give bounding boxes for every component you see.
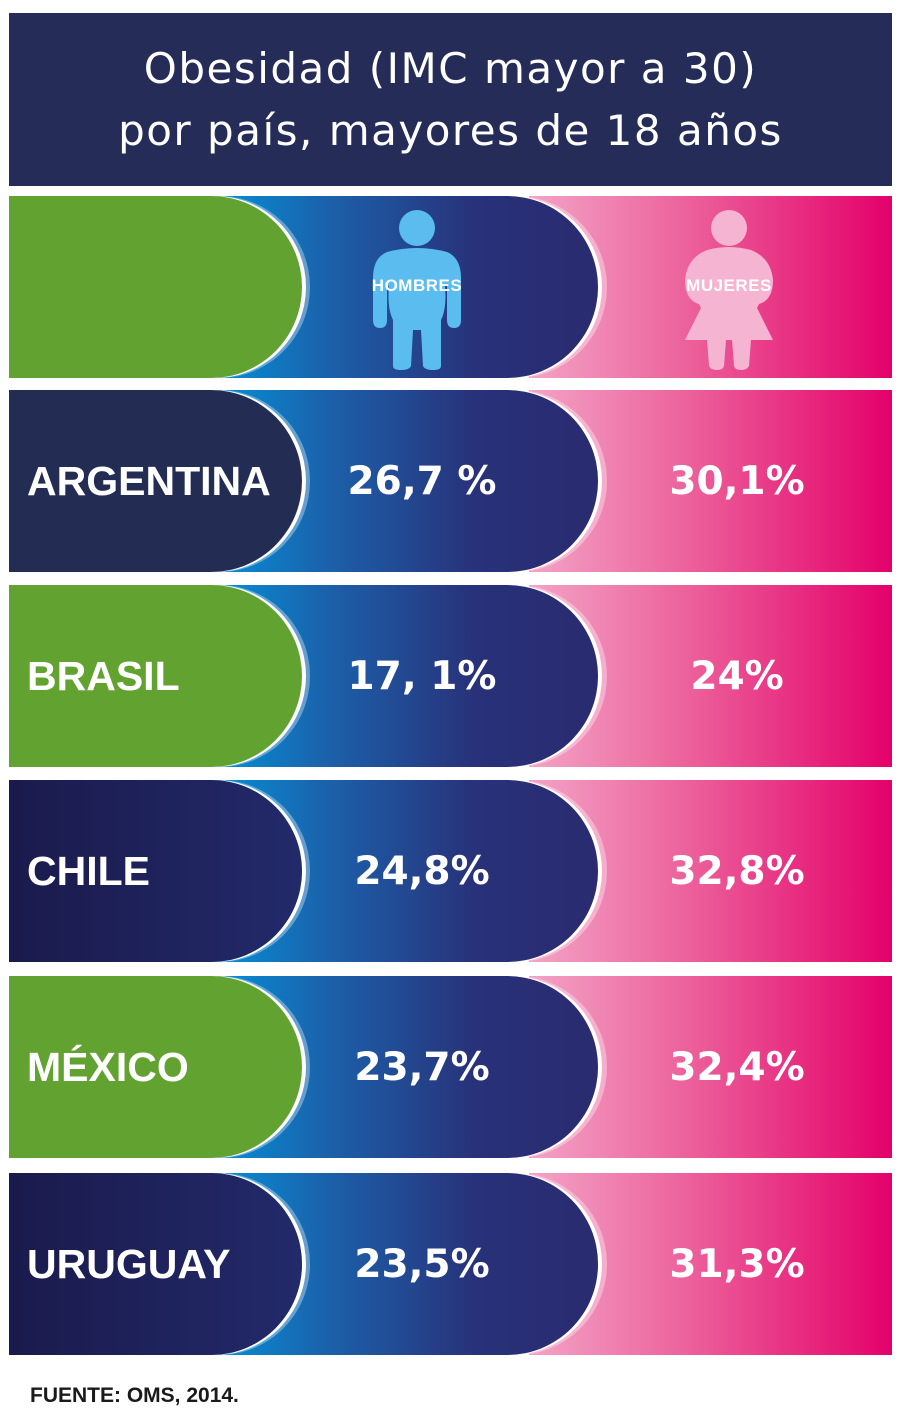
men-value: 23,7% bbox=[354, 1044, 490, 1090]
men-value: 17, 1% bbox=[347, 653, 497, 699]
title-line-2: por país, mayores de 18 años bbox=[118, 105, 783, 155]
country-label: MÉXICO bbox=[27, 1043, 189, 1090]
country-label: CHILE bbox=[27, 847, 150, 894]
header-row: HOMBRES MUJERES bbox=[9, 196, 892, 378]
country-label: ARGENTINA bbox=[27, 457, 271, 504]
country-cell bbox=[9, 585, 302, 767]
women-value: 32,4% bbox=[669, 1044, 805, 1090]
country-cell bbox=[9, 780, 302, 962]
table-row: ARGENTINA 26,7 % 30,1% bbox=[9, 390, 892, 572]
country-cell bbox=[9, 976, 302, 1158]
men-value: 24,8% bbox=[354, 848, 490, 894]
country-label: BRASIL bbox=[27, 652, 180, 699]
country-label: URUGUAY bbox=[27, 1240, 231, 1287]
women-value: 32,8% bbox=[669, 848, 805, 894]
country-cell bbox=[9, 1173, 302, 1355]
men-header-label: HOMBRES bbox=[371, 276, 463, 295]
women-value: 31,3% bbox=[669, 1241, 805, 1287]
country-cell bbox=[9, 390, 302, 572]
men-value: 23,5% bbox=[354, 1241, 490, 1287]
table-row: URUGUAY 23,5% 31,3% bbox=[9, 1173, 892, 1355]
women-header-label: MUJERES bbox=[686, 276, 772, 295]
source-note: FUENTE: OMS, 2014. bbox=[30, 1384, 239, 1407]
country-header-cell bbox=[9, 196, 302, 378]
title-line-1: Obesidad (IMC mayor a 30) bbox=[143, 43, 758, 93]
women-value: 24% bbox=[690, 653, 784, 699]
table-row: BRASIL 17, 1% 24% bbox=[9, 585, 892, 767]
male-figure-icon bbox=[373, 210, 461, 370]
table-row: CHILE 24,8% 32,8% bbox=[9, 780, 892, 962]
female-figure-icon bbox=[685, 210, 773, 370]
women-value: 30,1% bbox=[669, 458, 805, 504]
table-row: MÉXICO 23,7% 32,4% bbox=[9, 976, 892, 1158]
men-value: 26,7 % bbox=[347, 458, 497, 504]
title-banner: Obesidad (IMC mayor a 30) por país, mayo… bbox=[9, 13, 892, 186]
